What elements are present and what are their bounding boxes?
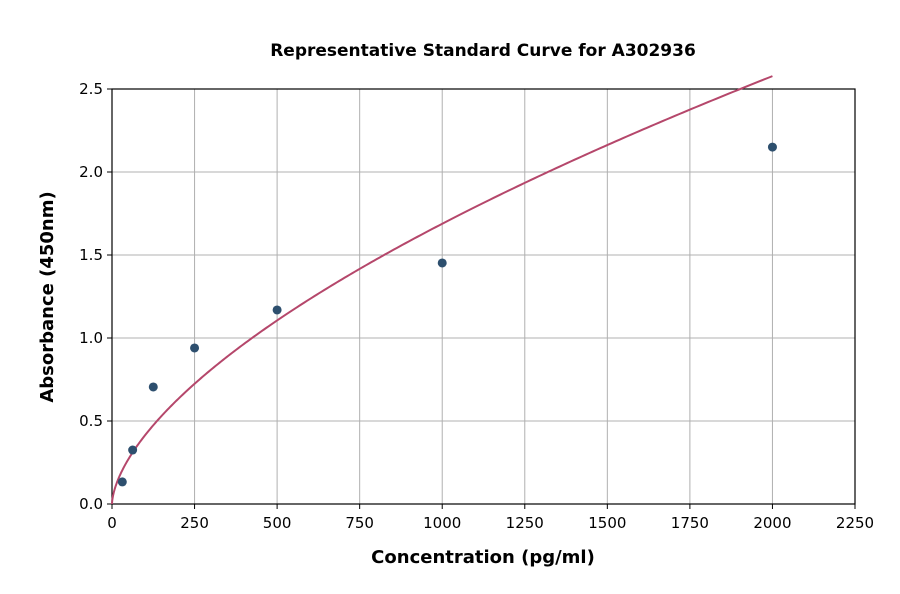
y-tick-label: 1.0 xyxy=(79,329,103,347)
data-point xyxy=(128,445,138,455)
data-point xyxy=(190,343,200,353)
data-point xyxy=(767,142,777,152)
data-point xyxy=(272,305,282,315)
y-tick-label: 2.0 xyxy=(79,163,103,181)
x-tick-label: 1500 xyxy=(588,514,626,532)
plot-frame xyxy=(111,88,856,505)
x-tick-label: 2250 xyxy=(836,514,874,532)
x-tick-label: 500 xyxy=(263,514,292,532)
y-tick-label: 2.5 xyxy=(79,80,103,98)
x-tick-label: 250 xyxy=(180,514,209,532)
data-point xyxy=(148,382,158,392)
y-tick-label: 0.5 xyxy=(79,412,103,430)
y-axis-label: Absorbance (450nm) xyxy=(37,191,58,402)
fit-curve xyxy=(111,75,773,505)
x-tick-label: 750 xyxy=(345,514,374,532)
x-tick-label: 1250 xyxy=(506,514,544,532)
data-point xyxy=(437,258,447,268)
x-tick-label: 1000 xyxy=(423,514,461,532)
y-tick-label: 0.0 xyxy=(79,495,103,513)
x-axis-label: Concentration (pg/ml) xyxy=(371,547,595,568)
chart-title: Representative Standard Curve for A30293… xyxy=(270,41,696,61)
y-tick-label: 1.5 xyxy=(79,246,103,264)
x-tick-label: 0 xyxy=(107,514,117,532)
data-point xyxy=(117,477,127,487)
x-tick-label: 2000 xyxy=(753,514,791,532)
x-tick-label: 1750 xyxy=(671,514,709,532)
